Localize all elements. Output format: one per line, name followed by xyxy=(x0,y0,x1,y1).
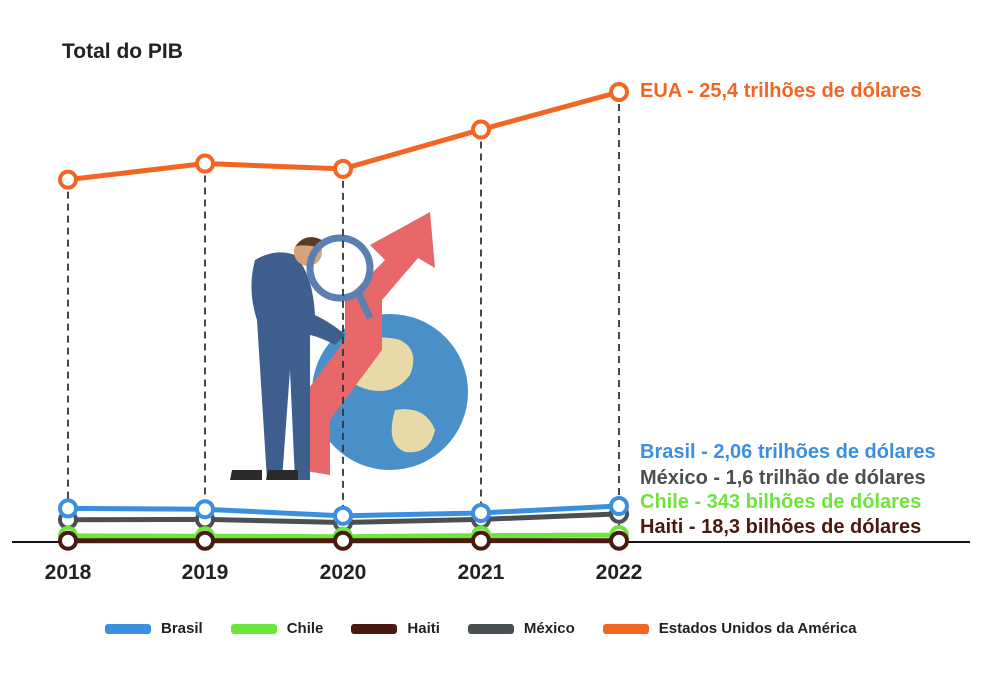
x-tick-label: 2020 xyxy=(320,561,367,584)
magnifying-glass-icon xyxy=(306,234,374,302)
end-label: Haiti - 18,3 bilhões de dólares xyxy=(640,516,921,538)
legend-item: Estados Unidos da América xyxy=(602,620,857,637)
legend-swatch xyxy=(602,623,649,634)
point-haiti-2022 xyxy=(609,530,629,551)
point-estados-unidos-da-america-2021 xyxy=(471,119,491,140)
end-label: México - 1,6 trilhão de dólares xyxy=(640,467,926,489)
x-tick-label: 2022 xyxy=(596,561,643,584)
legend-label: Brasil xyxy=(161,620,203,637)
end-label: Chile - 343 bilhões de dólares xyxy=(640,491,921,513)
illustration xyxy=(230,212,468,480)
person-shoes xyxy=(230,470,298,480)
point-haiti-2021 xyxy=(471,530,491,551)
magnifying-glass-handle xyxy=(354,290,374,320)
point-haiti-2018 xyxy=(58,530,78,551)
chart-title: Total do PIB xyxy=(62,40,183,63)
x-tick-label: 2018 xyxy=(45,561,92,584)
legend-label: México xyxy=(523,620,575,637)
point-brasil-2019 xyxy=(195,499,215,520)
legend: Brasil Chile Haiti México Estados Unidos da … xyxy=(105,620,885,637)
point-brasil-2021 xyxy=(471,502,491,523)
point-haiti-2020 xyxy=(333,530,353,551)
point-estados-unidos-da-america-2018 xyxy=(58,169,78,190)
continent-shape xyxy=(391,409,435,453)
end-label: Brasil - 2,06 trilhões de dólares xyxy=(640,441,936,463)
point-estados-unidos-da-america-2022 xyxy=(609,82,629,102)
x-tick-label: 2019 xyxy=(182,561,229,584)
legend-label: Estados Unidos da América xyxy=(658,620,857,637)
legend-swatch xyxy=(105,623,151,634)
legend-item: Haiti xyxy=(351,620,440,637)
legend-item: Brasil xyxy=(105,620,203,637)
legend-swatch xyxy=(230,623,277,634)
legend-item: México xyxy=(467,620,575,637)
point-haiti-2019 xyxy=(195,530,215,551)
point-estados-unidos-da-america-2020 xyxy=(333,158,353,179)
legend-item: Chile xyxy=(230,620,324,637)
legend-label: Chile xyxy=(286,620,324,637)
person-figure xyxy=(251,252,345,480)
growth-arrow-icon xyxy=(300,212,435,475)
point-brasil-2022 xyxy=(609,496,629,516)
legend-label: Haiti xyxy=(407,620,440,637)
point-brasil-2020 xyxy=(333,505,353,526)
point-estados-unidos-da-america-2019 xyxy=(195,153,215,174)
point-brasil-2018 xyxy=(58,498,78,519)
x-tick-label: 2021 xyxy=(458,561,505,584)
end-label: EUA - 25,4 trilhões de dólares xyxy=(640,80,922,102)
legend-swatch xyxy=(467,623,514,634)
legend-swatch xyxy=(351,623,398,634)
